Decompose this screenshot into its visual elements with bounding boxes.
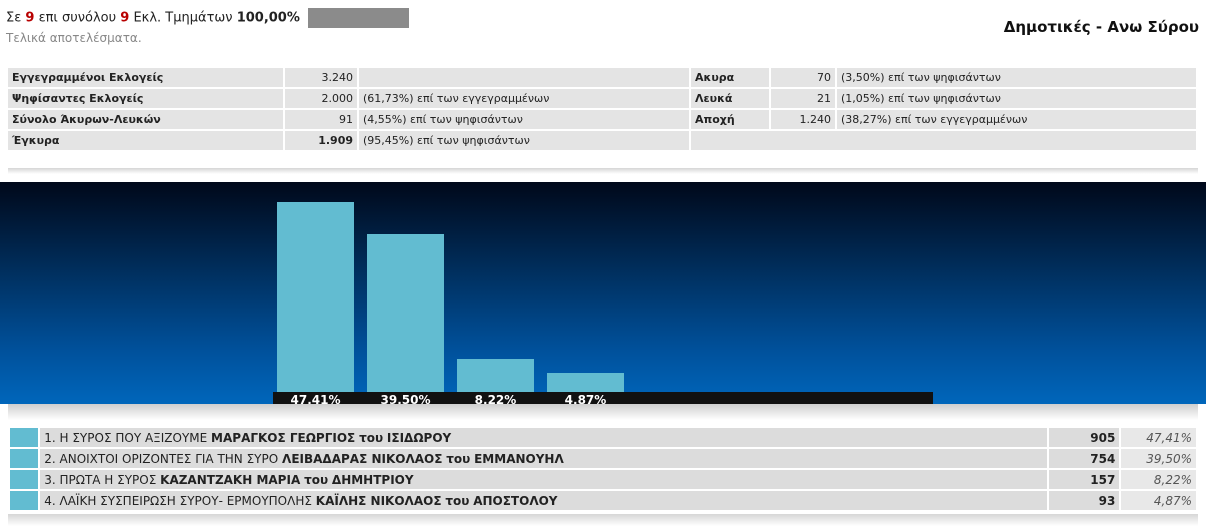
page-title: Δημοτικές - Ανω Σύρου (1003, 18, 1199, 36)
stat-label: Εγγεγραμμένοι Εκλογείς (8, 68, 283, 87)
candidate-votes: 905 (1048, 428, 1120, 447)
progress-percent: 100,00% (236, 10, 300, 26)
party-name: Η ΣΥΡΟΣ ΠΟΥ ΑΞΙΖΟΥΜΕ (59, 430, 208, 445)
bar-label: 39,50% (380, 393, 431, 404)
candidate-name: 1. Η ΣΥΡΟΣ ΠΟΥ ΑΞΙΖΟΥΜΕ ΜΑΡΑΓΚΟΣ ΓΕΩΡΓΙΟ… (40, 428, 1047, 447)
stat-note (359, 68, 689, 87)
progress-mid: επι συνόλου (38, 10, 117, 26)
stat-value: 3.240 (285, 68, 357, 87)
candidate-row: 3. ΠΡΩΤΑ Η ΣΥΡΟΣ ΚΑΖΑΝΤΖΑΚΗ ΜΑΡΙΑ του ΔΗ… (10, 470, 1196, 489)
stat-label: Έγκυρα (8, 131, 283, 150)
candidate-name: 3. ΠΡΩΤΑ Η ΣΥΡΟΣ ΚΑΖΑΝΤΖΑΚΗ ΜΑΡΙΑ του ΔΗ… (40, 470, 1047, 489)
candidate-name: 2. ΑΝΟΙΧΤΟΙ ΟΡΙΖΟΝΤΕΣ ΓΙΑ ΤΗΝ ΣΥΡΟ ΛΕΙΒΑ… (40, 449, 1047, 468)
candidate-votes: 93 (1048, 491, 1120, 510)
leader-name: ΚΑΖΑΝΤΖΑΚΗ ΜΑΡΙΑ (160, 472, 301, 487)
stats-row: Εγγεγραμμένοι Εκλογείς 3.240 Ακυρα 70 (3… (8, 68, 1196, 87)
stat-empty (691, 131, 1196, 150)
leader-name: ΜΑΡΑΓΚΟΣ ΓΕΩΡΓΙΟΣ (211, 430, 356, 445)
stat-note: (95,45%) επί των ψηφισάντων (359, 131, 689, 150)
stat-note: (1,05%) επί των ψηφισάντων (837, 89, 1196, 108)
stats-row: Έγκυρα 1.909 (95,45%) επί των ψηφισάντων (8, 131, 1196, 150)
color-swatch (10, 449, 39, 468)
father-name: ΑΠΟΣΤΟΛΟΥ (473, 493, 558, 508)
candidate-row: 2. ΑΝΟΙΧΤΟΙ ΟΡΙΖΟΝΤΕΣ ΓΙΑ ΤΗΝ ΣΥΡΟ ΛΕΙΒΑ… (10, 449, 1196, 468)
candidate-number: 2. (44, 451, 56, 466)
stat-value: 1.240 (771, 110, 835, 129)
chart-bar (367, 234, 444, 392)
leader-name: ΛΕΙΒΑΔΑΡΑΣ ΝΙΚΟΛΑΟΣ (282, 451, 443, 466)
stat-label: Λευκά (691, 89, 769, 108)
stat-value: 1.909 (285, 131, 357, 150)
party-name: ΛΑΪΚΗ ΣΥΣΠΕΙΡΩΣΗ ΣΥΡΟΥ- ΕΡΜΟΥΠΟΛΗΣ (59, 493, 312, 508)
stat-label: Ακυρα (691, 68, 769, 87)
results-chart: 47,41% 39,50% 8,22% 4,87% (0, 182, 1206, 404)
stats-row: Ψηφίσαντες Εκλογείς 2.000 (61,73%) επί τ… (8, 89, 1196, 108)
divider-shadow (8, 514, 1198, 526)
color-swatch (10, 470, 39, 489)
candidate-votes: 157 (1048, 470, 1120, 489)
stat-value: 91 (285, 110, 357, 129)
father-name: ΔΗΜΗΤΡΙΟΥ (331, 472, 414, 487)
patronymic-prefix: του (446, 451, 471, 466)
patronymic-prefix: του (359, 430, 384, 445)
progress-summary: Σε 9 επι συνόλου 9 Εκλ. Τμημάτων 100,00% (6, 8, 410, 28)
bar-label: 47,41% (290, 393, 341, 404)
label-strip (273, 392, 933, 404)
chart-bar (457, 359, 534, 392)
progress-prefix: Σε (6, 10, 22, 26)
party-name: ΑΝΟΙΧΤΟΙ ΟΡΙΖΟΝΤΕΣ ΓΙΑ ΤΗΝ ΣΥΡΟ (59, 451, 279, 466)
stat-value: 70 (771, 68, 835, 87)
candidate-percent: 8,22% (1121, 470, 1196, 489)
father-name: ΕΜΜΑΝΟΥΗΛ (474, 451, 564, 466)
candidate-votes: 754 (1048, 449, 1120, 468)
color-swatch (10, 428, 39, 447)
chart-bar (277, 202, 354, 392)
candidate-row: 4. ΛΑΪΚΗ ΣΥΣΠΕΙΡΩΣΗ ΣΥΡΟΥ- ΕΡΜΟΥΠΟΛΗΣ ΚΑ… (10, 491, 1196, 510)
leader-name: ΚΑΪΛΗΣ ΝΙΚΟΛΑΟΣ (315, 493, 442, 508)
stat-value: 21 (771, 89, 835, 108)
candidate-name: 4. ΛΑΪΚΗ ΣΥΣΠΕΙΡΩΣΗ ΣΥΡΟΥ- ΕΡΜΟΥΠΟΛΗΣ ΚΑ… (40, 491, 1047, 510)
progress-bar (308, 8, 410, 28)
stat-note: (3,50%) επί των ψηφισάντων (837, 68, 1196, 87)
candidate-number: 1. (44, 430, 56, 445)
party-name: ΠΡΩΤΑ Η ΣΥΡΟΣ (59, 472, 157, 487)
father-name: ΙΣΙΔΩΡΟΥ (386, 430, 452, 445)
candidate-percent: 47,41% (1121, 428, 1196, 447)
candidate-number: 4. (44, 493, 56, 508)
stats-table: Εγγεγραμμένοι Εκλογείς 3.240 Ακυρα 70 (3… (6, 66, 1198, 152)
results-status: Τελικά αποτελέσματα. (6, 31, 142, 45)
stats-row: Σύνολο Άκυρων-Λευκών 91 (4,55%) επί των … (8, 110, 1196, 129)
stat-note: (61,73%) επί των εγγεγραμμένων (359, 89, 689, 108)
counted-sections: 9 (25, 10, 35, 26)
divider-shadow (8, 404, 1198, 420)
stat-label: Ψηφίσαντες Εκλογείς (8, 89, 283, 108)
chart-bar (547, 373, 624, 392)
candidate-percent: 4,87% (1121, 491, 1196, 510)
progress-suffix: Εκλ. Τμημάτων (133, 10, 233, 26)
candidate-number: 3. (44, 472, 56, 487)
stat-label: Αποχή (691, 110, 769, 129)
candidates-table: 1. Η ΣΥΡΟΣ ΠΟΥ ΑΞΙΖΟΥΜΕ ΜΑΡΑΓΚΟΣ ΓΕΩΡΓΙΟ… (8, 426, 1198, 512)
candidate-row: 1. Η ΣΥΡΟΣ ΠΟΥ ΑΞΙΖΟΥΜΕ ΜΑΡΑΓΚΟΣ ΓΕΩΡΓΙΟ… (10, 428, 1196, 447)
patronymic-prefix: του (304, 472, 329, 487)
divider-shadow (8, 168, 1198, 174)
bar-label: 8,22% (474, 393, 517, 404)
bar-label: 4,87% (564, 393, 607, 404)
stat-note: (38,27%) επί των εγγεγραμμένων (837, 110, 1196, 129)
total-sections: 9 (120, 10, 130, 26)
stat-note: (4,55%) επί των ψηφισάντων (359, 110, 689, 129)
color-swatch (10, 491, 39, 510)
stat-label: Σύνολο Άκυρων-Λευκών (8, 110, 283, 129)
candidate-percent: 39,50% (1121, 449, 1196, 468)
patronymic-prefix: του (445, 493, 470, 508)
stat-value: 2.000 (285, 89, 357, 108)
